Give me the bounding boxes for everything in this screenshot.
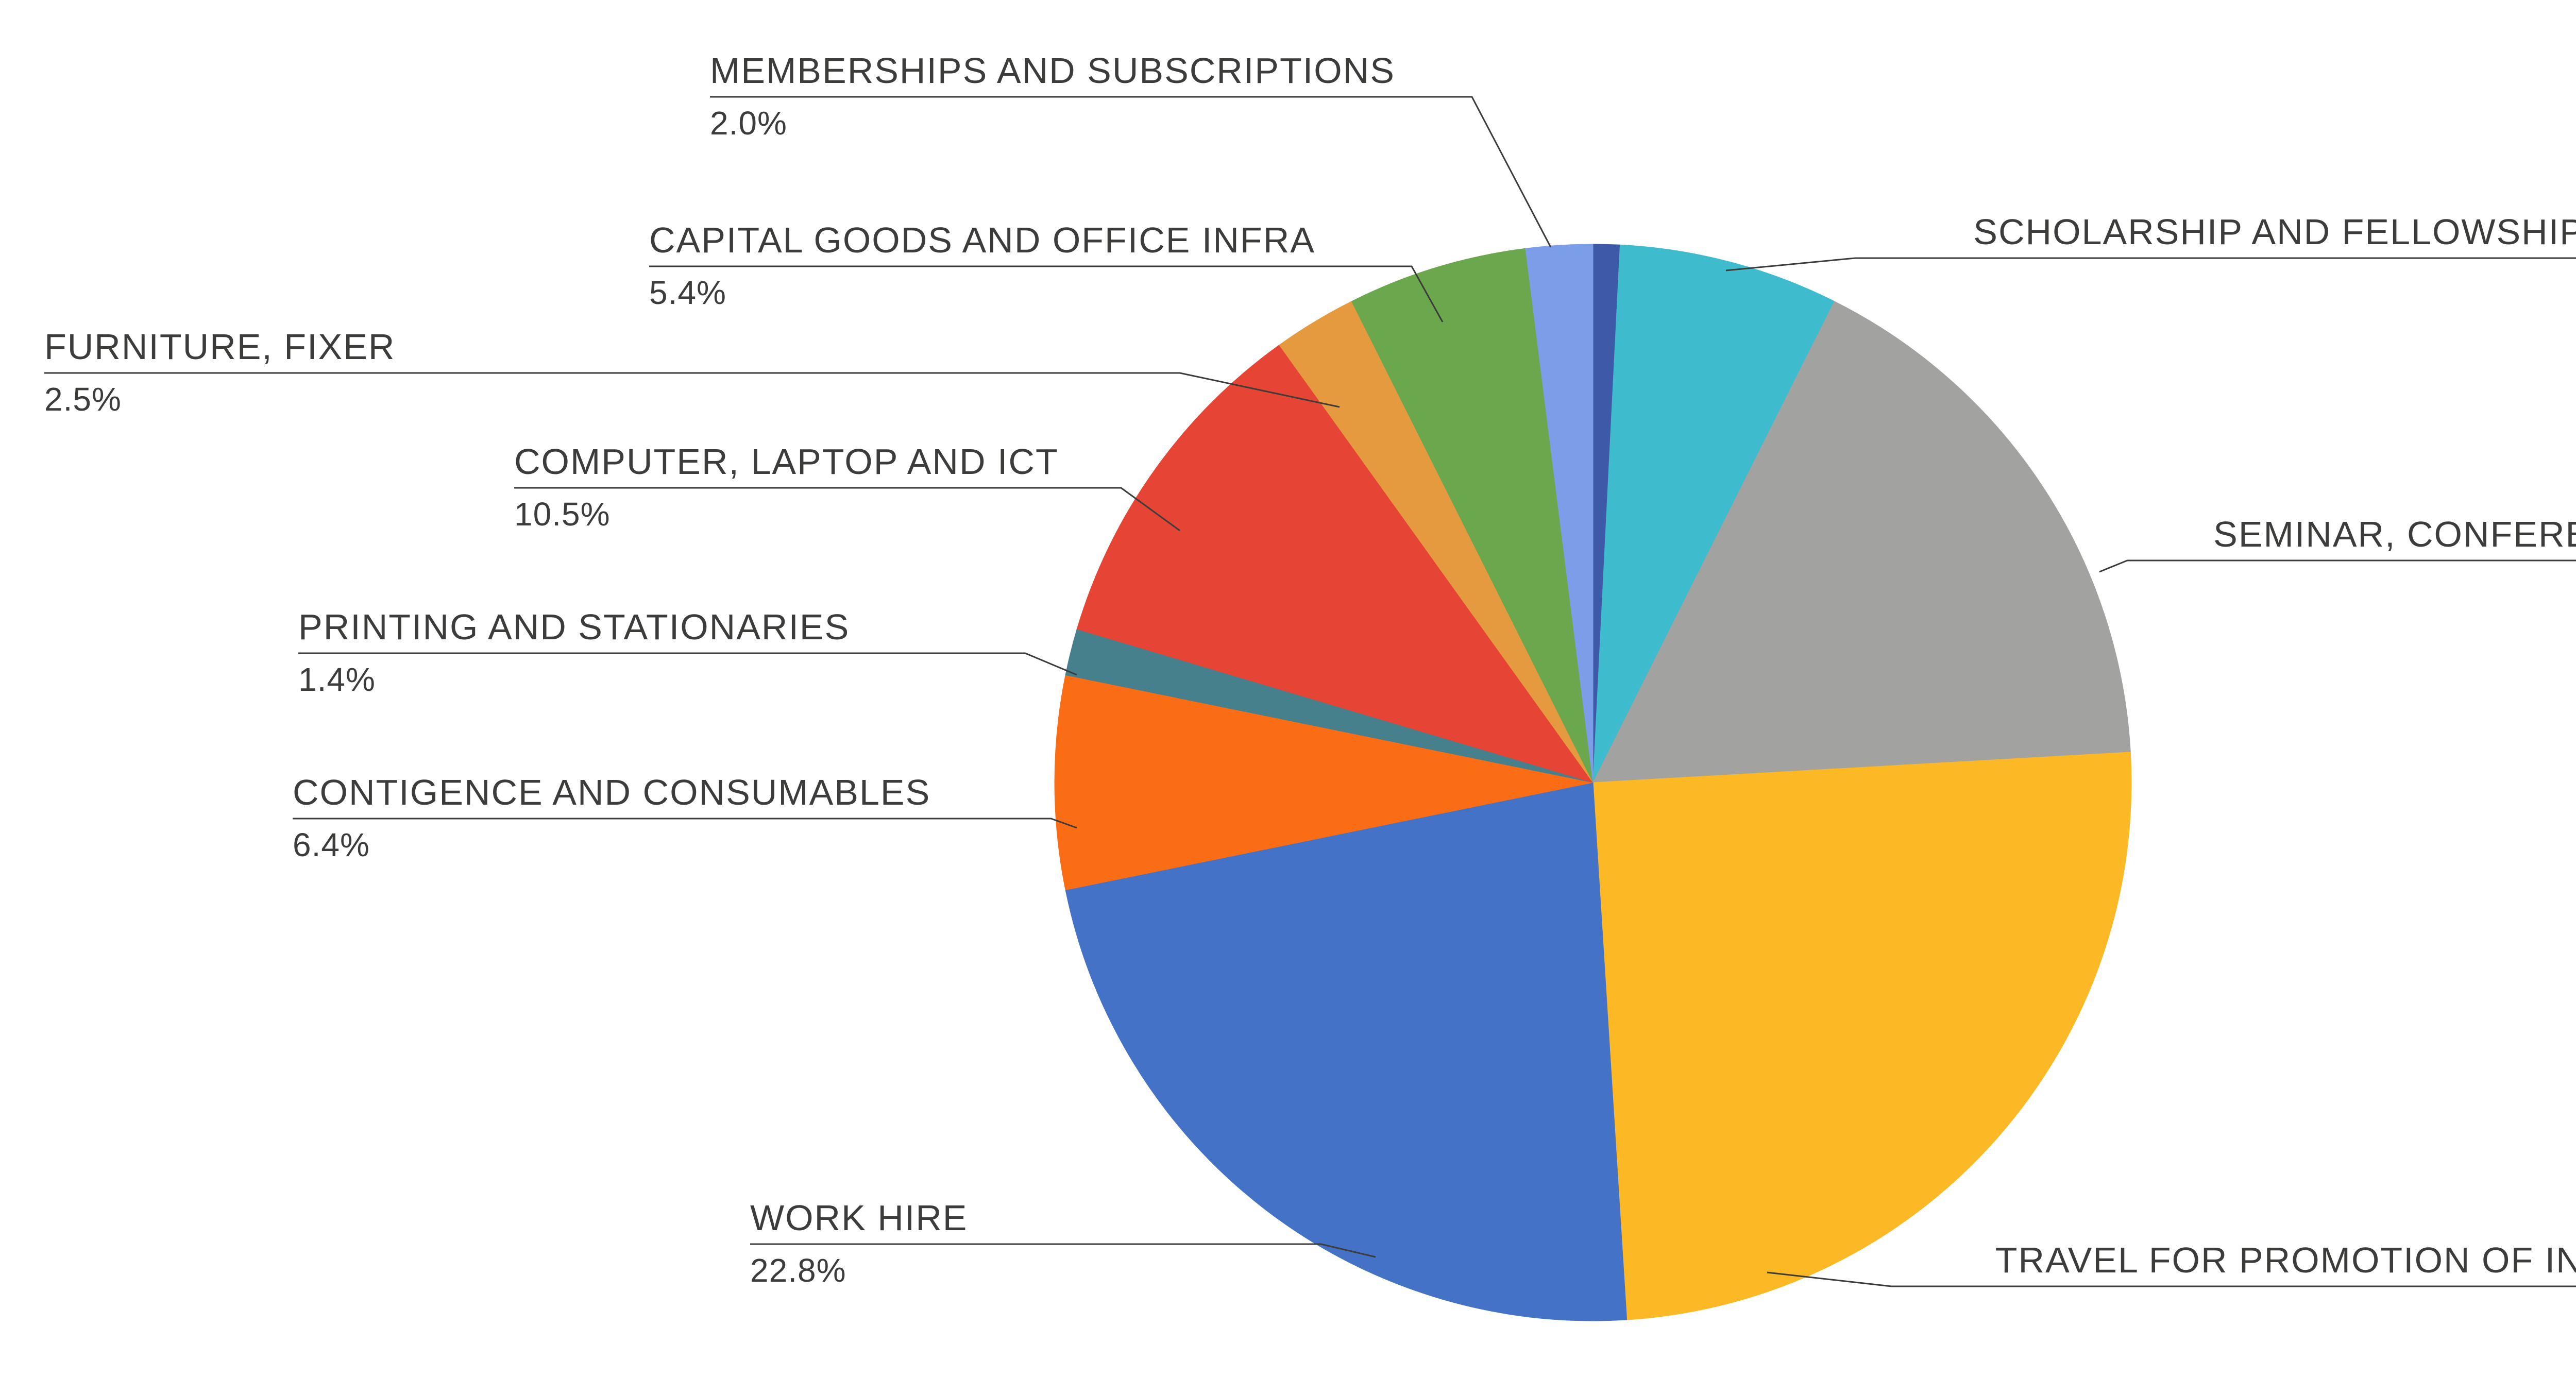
pie-slice-1 (1592, 244, 1835, 783)
leader-line-memberships (710, 96, 1552, 248)
leader-line-furniture (44, 372, 1340, 408)
leader-lines-group (44, 96, 2576, 1287)
slice-label-work-hire: WORK HIRE 22.8% (750, 1195, 968, 1289)
slice-percentage: 16.7% (2213, 568, 2576, 605)
slice-label-text: SCHOLARSHIP AND FELLOWSHIP, AWARDS, REWA… (1973, 212, 2576, 252)
leader-line-printing (298, 652, 1077, 676)
slice-label-text: CONTIGENCE AND CONSUMABLES (293, 772, 931, 812)
slice-label-text: PRINTING AND STATIONARIES (298, 607, 850, 647)
slice-percentage: 2.0% (710, 105, 787, 142)
leader-line-seminar (2099, 559, 2576, 573)
leader-line-contigence (293, 818, 1077, 829)
leader-line-work-hire (750, 1243, 1376, 1258)
leader-line-computer (514, 487, 1180, 532)
slice-label-text: FURNITURE, FIXER (44, 327, 396, 367)
slice-percentage: 22.8% (750, 1252, 846, 1289)
slice-label-capital-goods: CAPITAL GOODS AND OFFICE INFRA 5.4% (649, 217, 1315, 311)
slice-label-contigence: CONTIGENCE AND CONSUMABLES 6.4% (293, 770, 930, 863)
slice-label-travel: TRAVEL FOR PROMOTION OF INTERNATIONAL RE… (1995, 1237, 2576, 1331)
slice-percentage: 2.5% (44, 381, 122, 418)
slice-label-text: MEMBERSHIPS AND SUBSCRIPTIONS (710, 50, 1395, 91)
leader-line-scholarship (1725, 257, 2576, 271)
pie-slice-7 (1076, 345, 1594, 783)
leader-line-travel (1767, 1271, 2576, 1287)
slice-percentage: 5.4% (649, 274, 726, 311)
slice-label-text: SEMINAR, CONFERENCE, EVENTS AND DELE... (2213, 514, 2576, 554)
pie-slice-2 (1592, 301, 2131, 783)
pie-slice-5 (1054, 674, 1594, 891)
pie-slice-9 (1351, 248, 1594, 783)
leader-line-capital-goods (649, 265, 1444, 322)
slice-label-text: WORK HIRE (750, 1198, 968, 1238)
slice-label-printing: PRINTING AND STATIONARIES 1.4% (298, 604, 850, 698)
pie-slice-10 (1525, 244, 1594, 783)
slice-percentage: 6.4% (293, 826, 370, 863)
slice-label-memberships: MEMBERSHIPS AND SUBSCRIPTIONS 2.0% (710, 48, 1395, 142)
slice-label-computer: COMPUTER, LAPTOP AND ICT 10.5% (514, 439, 1059, 533)
slice-label-scholarship: SCHOLARSHIP AND FELLOWSHIP, AWARDS, REWA… (1973, 209, 2576, 303)
slice-label-seminar: SEMINAR, CONFERENCE, EVENTS AND DELE... … (2213, 512, 2576, 605)
slice-label-text: CAPITAL GOODS AND OFFICE INFRA (649, 220, 1315, 260)
slice-percentage: 24.9% (1995, 1294, 2576, 1331)
slice-label-text: TRAVEL FOR PROMOTION OF INTERNATIONAL RE… (1995, 1240, 2576, 1280)
slice-percentage: 6.6% (1973, 266, 2576, 303)
slice-percentage: 1.4% (298, 661, 376, 698)
slice-label-furniture: FURNITURE, FIXER 2.5% (44, 324, 395, 418)
pie-slice-3 (1592, 752, 2132, 1320)
pie-slice-4 (1065, 782, 1628, 1321)
slice-percentage: 10.5% (514, 496, 611, 533)
slice-label-text: COMPUTER, LAPTOP AND ICT (514, 441, 1059, 482)
pie-slices-group (1054, 244, 2132, 1321)
